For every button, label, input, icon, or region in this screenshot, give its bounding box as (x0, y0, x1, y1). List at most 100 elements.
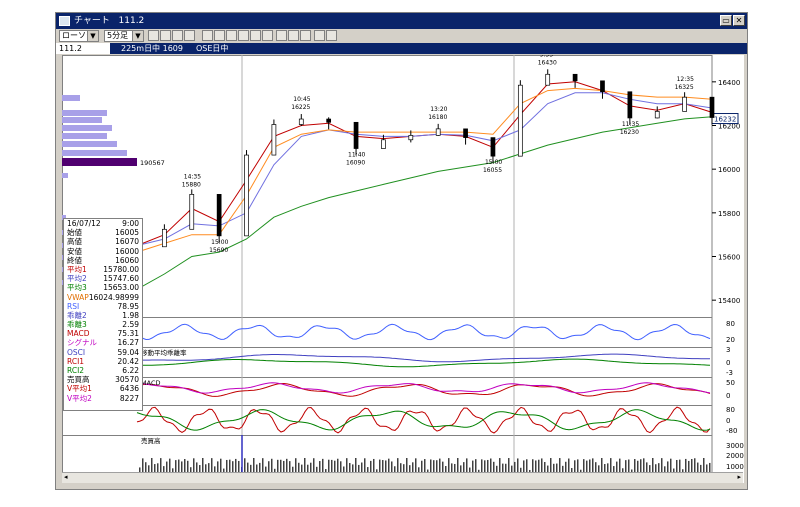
volume-bar (655, 464, 657, 473)
info-value: 16024.98999 (88, 292, 139, 302)
info-panel-row: シグナル 16.27 (64, 338, 142, 347)
info-value: 16000 (115, 246, 139, 256)
volume-bar (310, 462, 312, 473)
chart-svg: 16400 16200 16000 15800 15600 15400 16232 19056… (62, 55, 744, 483)
info-value: 15780.00 (103, 264, 139, 274)
text-icon[interactable] (300, 30, 311, 41)
volume-bar (160, 458, 162, 473)
volume-bar (235, 458, 237, 473)
volume-bar (511, 465, 513, 473)
scroll-right-icon[interactable]: ▸ (737, 473, 741, 481)
volume-bar (148, 465, 150, 473)
volume-bar (460, 465, 462, 473)
chart-app-icon (59, 16, 70, 26)
candle-body (326, 118, 332, 123)
pen-icon[interactable] (276, 30, 287, 41)
volume-bar (427, 469, 429, 473)
zoom-icon[interactable] (250, 30, 261, 41)
list-icon[interactable] (184, 30, 195, 41)
grid-icon[interactable] (172, 30, 183, 41)
annotation-time: 14:35 (184, 173, 201, 180)
volume-bar (331, 459, 333, 473)
chart-type-select[interactable]: ローソク ▼ (59, 30, 99, 42)
info-label: 乖離3 (67, 320, 87, 330)
volume-bar (706, 464, 708, 473)
volume-bar (388, 458, 390, 473)
indicator-icon[interactable] (238, 30, 249, 41)
volume-bar (376, 469, 378, 473)
volume-bar (574, 460, 576, 473)
volume-bar (517, 458, 519, 473)
volume-bar (592, 458, 594, 473)
rsi_ticks-tick-label: 20 (726, 336, 735, 344)
eraser-icon[interactable] (288, 30, 299, 41)
volume-bar (220, 458, 222, 473)
volume_ticks-tick-label: 10000 (726, 463, 744, 471)
volume-bar (613, 466, 615, 473)
line-chart-icon[interactable] (202, 30, 213, 41)
info-value: 16.27 (117, 338, 139, 348)
volume-bar (232, 461, 234, 473)
volume-bar (154, 464, 156, 473)
restore-button[interactable]: ▭ (720, 15, 732, 26)
close-button[interactable]: ✕ (733, 15, 745, 26)
volume-bar (442, 461, 444, 473)
info-label: 平均3 (67, 283, 87, 293)
volume-bar (607, 463, 609, 473)
volume-bar (142, 458, 144, 473)
info-panel-row: RSI 78.95 (64, 302, 142, 311)
info-label: 平均1 (67, 264, 87, 274)
symbol-field[interactable]: 111.2 (56, 43, 110, 54)
volume-bar (670, 458, 672, 473)
volume-bar (298, 462, 300, 473)
info-value: 1.98 (122, 310, 139, 320)
info-value: 20.42 (117, 356, 139, 366)
volume-bar (616, 461, 618, 473)
info-label: 平均2 (67, 274, 87, 284)
print-icon[interactable] (326, 30, 337, 41)
volume-bar (520, 467, 522, 473)
info-panel-row: V平均1 6436 (64, 384, 142, 393)
horizontal-scrollbar[interactable]: ◂ ▸ (62, 472, 743, 483)
series-line-2 (136, 92, 713, 247)
price-tick-label: 16400 (718, 79, 740, 87)
candle-body (463, 128, 468, 138)
instrument-label: 225m日中 1609 (121, 44, 183, 53)
volume-bar (691, 459, 693, 473)
magnifier-icon[interactable] (314, 30, 325, 41)
panel-frame (62, 405, 713, 436)
bar-chart-icon[interactable] (148, 30, 159, 41)
volume-bar (139, 467, 141, 473)
volume-bar (244, 458, 246, 473)
volume-bar (595, 462, 597, 473)
period-select[interactable]: 5分足 ▼ (104, 30, 144, 42)
panel-frame (62, 317, 713, 348)
volume-bar (163, 466, 165, 473)
volume-bar (565, 461, 567, 473)
volume-bar (202, 458, 204, 473)
volume-bar (193, 458, 195, 473)
volume-bar (484, 460, 486, 473)
volume-bar (490, 458, 492, 473)
chart-area[interactable]: 16400 16200 16000 15800 15600 15400 16232 19056… (62, 55, 744, 483)
info-panel-row: 平均1 15780.00 (64, 265, 142, 274)
info-label: V平均1 (67, 384, 92, 394)
volume-bar (646, 462, 648, 473)
volume-profile-bar (62, 133, 107, 139)
compare-icon[interactable] (226, 30, 237, 41)
candle-icon[interactable] (214, 30, 225, 41)
candle-body (298, 118, 304, 125)
volume-bar (385, 460, 387, 473)
table-icon[interactable] (160, 30, 171, 41)
volume-bar (190, 467, 192, 473)
range-icon[interactable] (262, 30, 273, 41)
volume-bar (589, 459, 591, 473)
volume-bar (214, 466, 216, 473)
volume-bar (577, 459, 579, 473)
candle-body (271, 124, 277, 156)
current-price-label: 16232 (714, 116, 736, 124)
volume-bar (340, 461, 342, 473)
volume-bar (568, 458, 570, 473)
scroll-left-icon[interactable]: ◂ (64, 473, 68, 481)
volume-profile-bar (62, 173, 68, 178)
